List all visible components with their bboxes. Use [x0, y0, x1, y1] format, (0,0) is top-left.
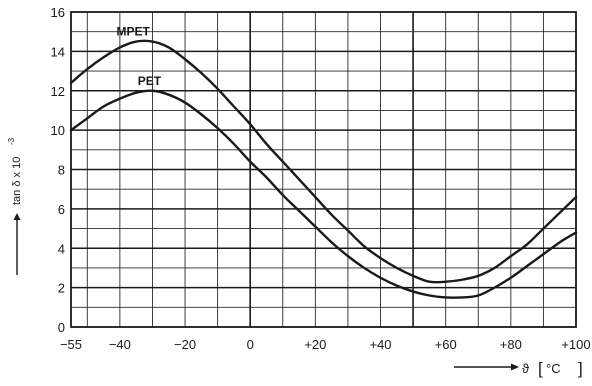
x-axis-unit: °C — [546, 361, 561, 376]
x-axis-arrow-head — [511, 363, 519, 371]
y-tick-label: 6 — [58, 202, 65, 217]
x-tick-label: −20 — [174, 337, 196, 352]
series-line-pet — [69, 89, 578, 299]
series-line-mpet — [69, 39, 578, 284]
curves — [69, 39, 578, 299]
x-tick-label: +80 — [500, 337, 522, 352]
y-tick-label: 8 — [58, 163, 65, 178]
y-tick-label: 16 — [51, 5, 65, 20]
y-tick-label: 0 — [58, 320, 65, 335]
x-tick-label: +100 — [561, 337, 590, 352]
y-tick-label: 4 — [58, 241, 65, 256]
y-axis-title: tan δ x 10 — [11, 157, 23, 205]
y-tick-label: 10 — [51, 123, 65, 138]
x-tick-label: +20 — [304, 337, 326, 352]
x-axis-unit-close: ] — [578, 359, 583, 378]
x-axis-unit-open: [ — [538, 359, 543, 378]
x-axis-symbol: ϑ — [522, 361, 530, 376]
y-axis-title-group: tan δ x 10 -3 — [7, 137, 23, 275]
x-tick-label: +40 — [369, 337, 391, 352]
series-label-mpet: MPET — [116, 25, 150, 39]
y-tick-label: 2 — [58, 281, 65, 296]
x-tick-label: −40 — [109, 337, 131, 352]
y-tick-label: 12 — [51, 84, 65, 99]
y-tick-label: 14 — [51, 44, 65, 59]
x-tick-label: 0 — [247, 337, 254, 352]
x-axis-title-group: ϑ [ °C ] — [454, 359, 583, 378]
x-tick-label: +60 — [435, 337, 457, 352]
y-axis-title-exponent: -3 — [7, 137, 16, 145]
grid — [71, 12, 576, 327]
tick-labels: −55 −40 −20 0 +20 +40 +60 +80 +100 0 2 4 6 8 10 12 14 16 — [51, 5, 591, 352]
x-tick-label: −55 — [60, 337, 82, 352]
y-axis-arrow-head — [13, 213, 21, 220]
series-labels: MPET PET — [116, 25, 161, 88]
series-label-pet: PET — [138, 74, 162, 88]
plot-frame — [70, 11, 577, 328]
